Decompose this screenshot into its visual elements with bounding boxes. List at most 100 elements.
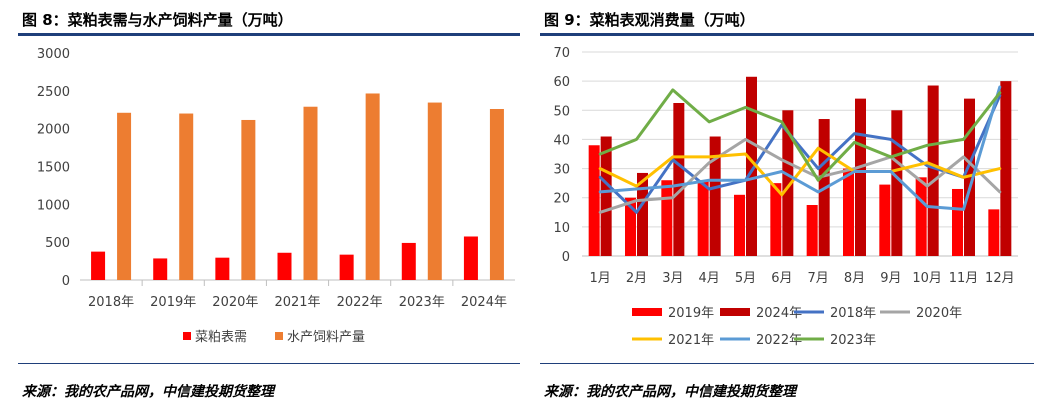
bar-aquafeed-output <box>179 113 194 281</box>
y-tick-label: 70 <box>553 46 570 61</box>
x-tick-label: 2024年 <box>461 295 507 310</box>
legend-swatch <box>720 308 750 316</box>
bar-aquafeed-output <box>303 106 318 281</box>
y-tick-label: 0 <box>62 274 70 289</box>
figure-8-panel: 图 8：菜粕表需与水产饲料产量（万吨） 0 500 1000 1500 2000 2500… <box>18 11 520 400</box>
bar-2024年 <box>637 172 648 256</box>
x-tick-label: 12月 <box>985 271 1015 286</box>
x-tick-label: 6月 <box>771 271 792 286</box>
x-tick-label: 2月 <box>626 271 647 286</box>
x-tick-label: 7月 <box>808 271 829 286</box>
bar-2024年 <box>1000 81 1012 257</box>
x-tick-label: 5月 <box>735 271 756 286</box>
legend-label: 2022年 <box>756 333 802 348</box>
figure-9-title: 图 9：菜粕表观消费量（万吨） <box>544 11 755 29</box>
bar-2024年 <box>782 110 794 257</box>
bar-aquafeed-output <box>489 108 504 280</box>
bar-rapeseed-meal-demand <box>401 242 416 280</box>
y-tick-label: 50 <box>553 104 570 119</box>
bar-2024年 <box>600 136 612 256</box>
x-tick-label: 3月 <box>662 271 683 286</box>
figure-8-title: 图 8：菜粕表需与水产饲料产量（万吨） <box>22 11 293 29</box>
bar-2024年 <box>855 98 866 256</box>
legend-label: 2021年 <box>668 333 714 348</box>
bar-2024年 <box>709 136 721 256</box>
figure-9-source: 来源：我的农产品网，中信建投期货整理 <box>544 384 796 400</box>
line-2018年 <box>598 94 1002 214</box>
y-tick-label: 3000 <box>37 47 70 62</box>
figure-8-chart: 0 500 1000 1500 2000 2500 3000 2018年 2019年 2020年 2… <box>37 47 515 345</box>
bar-2019年 <box>879 184 891 256</box>
bar-2019年 <box>697 180 709 256</box>
line-2021年 <box>598 146 1002 197</box>
figure-9-bottom-rule <box>540 363 1034 364</box>
bar-rapeseed-meal-demand <box>215 257 230 280</box>
legend-label: 2023年 <box>830 333 876 348</box>
bar-2019年 <box>988 209 1000 256</box>
figure-9-title-rule <box>540 33 1034 36</box>
legend-label: 2020年 <box>916 306 962 321</box>
line-2020年 <box>598 137 1002 214</box>
bar-2019年 <box>770 183 782 256</box>
bar-2019年 <box>734 194 745 256</box>
bar-2019年 <box>625 197 636 256</box>
x-tick-label: 8月 <box>844 271 865 286</box>
y-tick-label: 2000 <box>37 123 70 138</box>
x-tick-label: 2021年 <box>274 295 320 310</box>
bar-aquafeed-output <box>427 102 442 280</box>
bar-rapeseed-meal-demand <box>339 254 354 280</box>
y-tick-label: 0 <box>562 250 570 265</box>
bar-2024年 <box>746 76 757 257</box>
bar-2019年 <box>806 205 818 256</box>
bar-rapeseed-meal-demand <box>153 258 168 280</box>
line-2022年 <box>598 85 1002 211</box>
bar-aquafeed-output <box>365 93 380 281</box>
bar-2019年 <box>952 188 963 256</box>
y-tick-label: 20 <box>553 192 570 207</box>
bar-2019年 <box>661 180 673 256</box>
x-tick-label: 2022年 <box>337 295 383 310</box>
x-tick-label: 2018年 <box>88 295 134 310</box>
y-tick-label: 1500 <box>37 161 70 176</box>
x-tick-label: 2019年 <box>150 295 196 310</box>
x-tick-label: 1月 <box>590 271 611 286</box>
legend-label: 菜粕表需 <box>195 330 247 345</box>
bar-rapeseed-meal-demand <box>277 252 292 280</box>
bar-rapeseed-meal-demand <box>463 236 478 280</box>
figure-8-title-rule <box>18 33 520 36</box>
legend-label: 2024年 <box>756 306 802 321</box>
legend-swatch <box>183 332 191 340</box>
y-tick-label: 40 <box>553 133 570 148</box>
legend-swatch <box>632 308 662 316</box>
x-tick-label: 2023年 <box>399 295 445 310</box>
figure-9-chart: 0 10 20 30 40 50 60 70 1月 2月 3月 4月 5月 6月 7月 8月 9月 10月 11月 1… <box>553 46 1018 348</box>
x-tick-label: 4月 <box>699 271 720 286</box>
y-tick-label: 500 <box>45 236 70 251</box>
y-tick-label: 2500 <box>37 85 70 100</box>
x-tick-label: 10月 <box>912 271 942 286</box>
bar-2019年 <box>843 168 854 256</box>
bar-aquafeed-output <box>117 112 132 280</box>
x-tick-label: 11月 <box>949 271 979 286</box>
x-tick-label: 9月 <box>880 271 901 286</box>
bar-2019年 <box>915 177 927 256</box>
figure-9-panel: 图 9：菜粕表观消费量（万吨） 0 10 20 30 40 50 60 70 1月 2月 3月 4月 5… <box>540 0 1057 411</box>
figure-8-source: 来源：我的农产品网，中信建投期货整理 <box>22 384 274 400</box>
figure-8-bottom-rule <box>18 363 520 364</box>
bar-2019年 <box>588 145 600 256</box>
bar-2024年 <box>673 103 685 256</box>
y-tick-label: 30 <box>553 163 570 178</box>
bar-aquafeed-output <box>241 119 256 280</box>
bar-2024年 <box>927 85 939 256</box>
legend-label: 2018年 <box>830 306 876 321</box>
bar-2024年 <box>891 110 903 257</box>
y-tick-label: 10 <box>553 221 570 236</box>
x-tick-label: 2020年 <box>212 295 258 310</box>
line-2023年 <box>598 88 1002 182</box>
legend-label: 2019年 <box>668 306 714 321</box>
y-tick-label: 1000 <box>37 198 70 213</box>
legend-swatch <box>275 332 283 340</box>
legend-label: 水产饲料产量 <box>287 330 365 345</box>
y-tick-label: 60 <box>553 75 570 90</box>
bar-rapeseed-meal-demand <box>91 251 106 280</box>
